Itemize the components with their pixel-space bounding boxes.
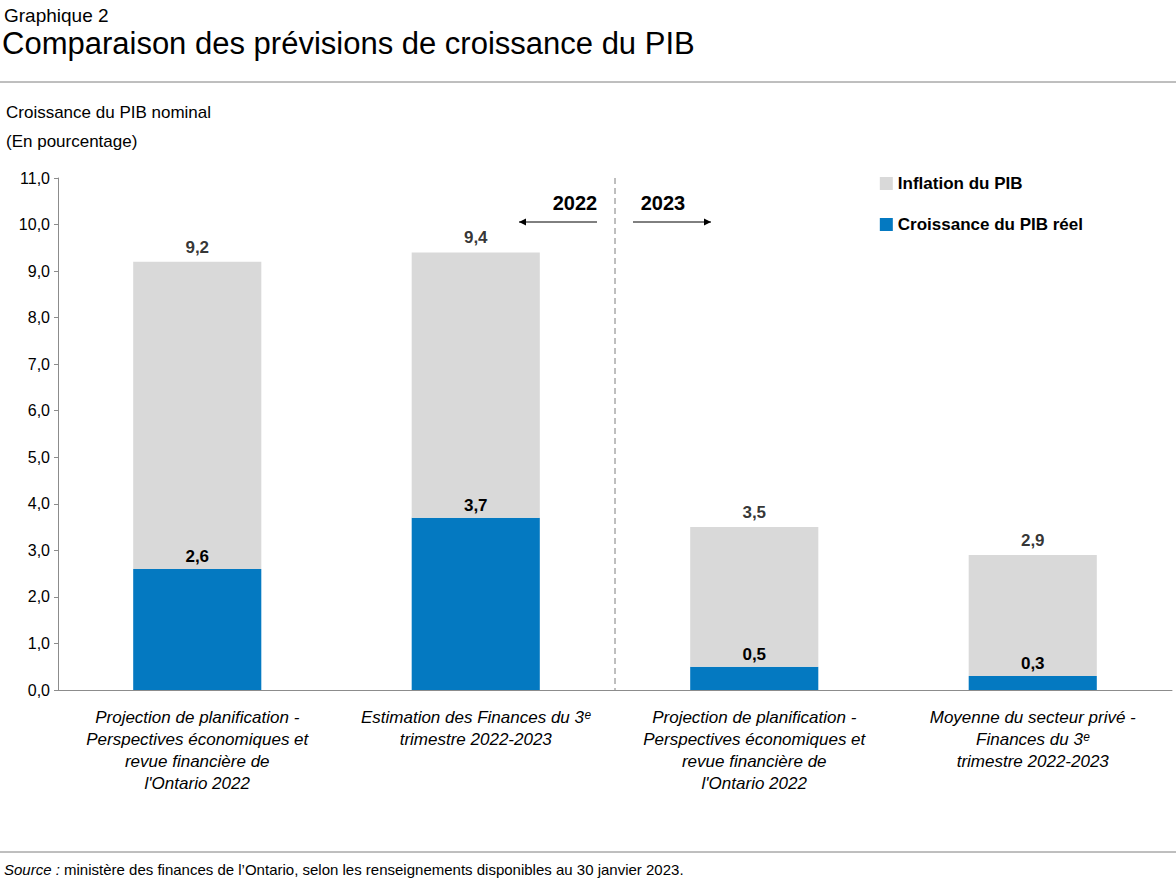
svg-text:Projection de planification -: Projection de planification - — [652, 708, 856, 727]
svg-text:2023: 2023 — [641, 192, 686, 214]
svg-text:3,0: 3,0 — [28, 542, 50, 559]
svg-text:2,0: 2,0 — [28, 588, 50, 605]
svg-text:Graphique 2: Graphique 2 — [4, 5, 109, 26]
svg-text:9,2: 9,2 — [185, 238, 209, 257]
svg-text:8,0: 8,0 — [28, 309, 50, 326]
svg-text:(En pourcentage): (En pourcentage) — [6, 132, 137, 151]
svg-text:Comparaison des prévisions de: Comparaison des prévisions de croissance… — [2, 26, 695, 61]
svg-text:0,5: 0,5 — [742, 645, 766, 664]
svg-text:3,7: 3,7 — [464, 496, 488, 515]
svg-text:0,0: 0,0 — [28, 682, 50, 699]
svg-text:Estimation des Finances du 3ᵉ: Estimation des Finances du 3ᵉ — [361, 708, 591, 727]
svg-text:Finances du 3ᵉ: Finances du 3ᵉ — [976, 730, 1090, 749]
svg-text:Inflation du PIB: Inflation du PIB — [898, 174, 1023, 193]
svg-text:revue financière de: revue financière de — [682, 752, 827, 771]
svg-text:10,0: 10,0 — [19, 216, 50, 233]
svg-text:l'Ontario 2022: l'Ontario 2022 — [145, 774, 251, 793]
svg-text:Moyenne du secteur privé -: Moyenne du secteur privé - — [930, 708, 1136, 727]
svg-text:9,4: 9,4 — [464, 228, 488, 247]
svg-text:2022: 2022 — [553, 192, 598, 214]
svg-text:Projection de planification -: Projection de planification - — [95, 708, 299, 727]
svg-text:11,0: 11,0 — [20, 170, 50, 187]
svg-text:Croissance du PIB nominal: Croissance du PIB nominal — [6, 103, 211, 122]
svg-text:5,0: 5,0 — [28, 449, 50, 466]
svg-text:trimestre 2022-2023: trimestre 2022-2023 — [400, 730, 553, 749]
svg-text:4,0: 4,0 — [28, 495, 50, 512]
svg-text:9,0: 9,0 — [28, 263, 50, 280]
svg-text:l'Ontario 2022: l'Ontario 2022 — [702, 774, 808, 793]
svg-text:Source :: Source : — [4, 861, 60, 878]
svg-text:revue financière de: revue financière de — [125, 752, 270, 771]
svg-text:Perspectives économiques et: Perspectives économiques et — [86, 730, 309, 749]
svg-text:trimestre 2022-2023: trimestre 2022-2023 — [957, 752, 1110, 771]
svg-text:Perspectives économiques et: Perspectives économiques et — [643, 730, 866, 749]
svg-text:ministère des finances de l’On: ministère des finances de l’Ontario, sel… — [60, 861, 684, 878]
svg-text:7,0: 7,0 — [28, 356, 50, 373]
svg-text:6,0: 6,0 — [28, 402, 50, 419]
svg-text:Croissance du PIB réel: Croissance du PIB réel — [898, 215, 1083, 234]
svg-text:0,3: 0,3 — [1021, 654, 1045, 673]
svg-text:2,9: 2,9 — [1021, 531, 1045, 550]
svg-text:1,0: 1,0 — [28, 635, 50, 652]
svg-text:2,6: 2,6 — [185, 547, 209, 566]
svg-text:3,5: 3,5 — [742, 503, 766, 522]
